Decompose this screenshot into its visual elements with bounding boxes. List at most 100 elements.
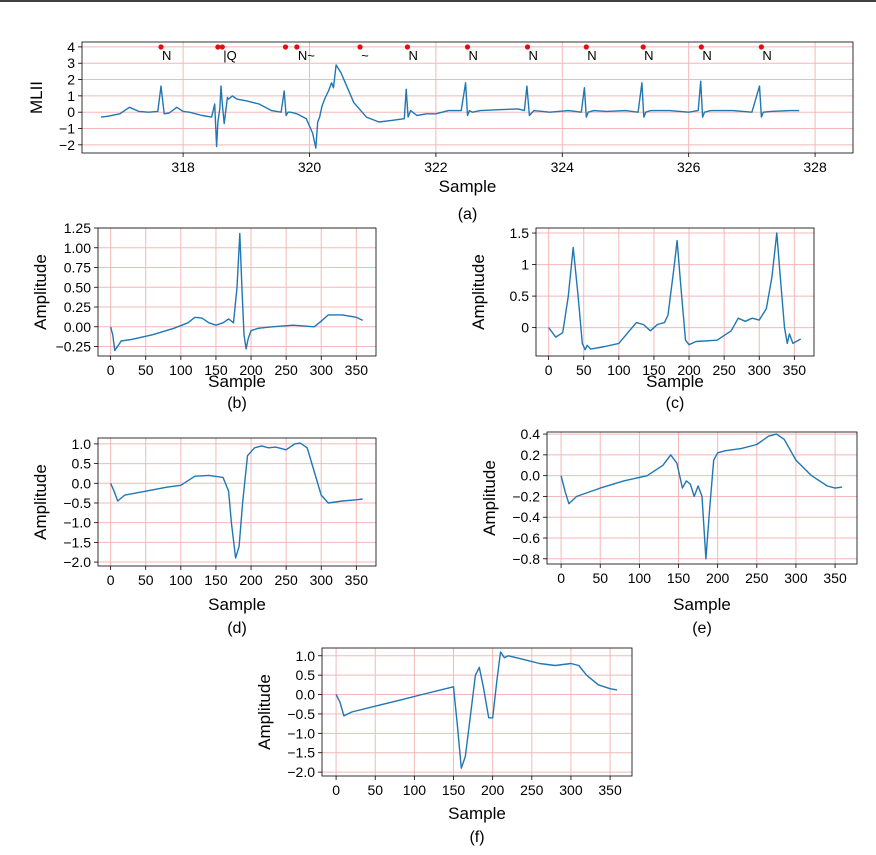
y-tick-label: 1 [67,88,75,104]
x-tick-label: 150 [204,362,228,378]
y-axis-label: MLII [27,81,46,114]
x-tick-label: 350 [345,362,369,378]
x-tick-label: 0 [332,782,340,798]
x-tick-label: 300 [559,782,583,798]
beat-label: N [702,48,711,63]
x-tick-label: 0 [545,362,553,378]
x-tick-label: 200 [239,572,263,588]
x-axis-label: Sample [646,372,704,391]
x-tick-label: 328 [803,159,827,175]
y-tick-label: 0.50 [64,279,91,295]
y-tick-label: −2 [59,137,75,153]
x-tick-label: 0 [107,572,115,588]
x-tick-label: 200 [677,362,701,378]
beat-marker [158,44,164,50]
x-tick-label: 100 [628,570,652,586]
beat-label: N~ [298,48,315,63]
y-tick-label: −0.5 [287,706,315,722]
x-tick-label: 200 [239,362,263,378]
panel-d: 0 50 100 150 200 250 300 350 −2.0 −1.5 −1.0 −0.5 0.0… [31,436,377,637]
y-tick-label: 0 [67,104,75,120]
x-tick-label: 326 [677,159,701,175]
panel-caption: (a) [458,206,478,223]
y-tick-label: −0.2 [512,488,540,504]
y-tick-label: 1.00 [64,240,91,256]
y-tick-label: 3 [67,55,75,71]
y-tick-label: −0.8 [512,551,540,567]
x-tick-label: 250 [274,572,298,588]
ecg-series-line [548,232,802,351]
x-tick-label: 250 [712,362,736,378]
beat-label: N [469,48,478,63]
panel-c: 0 50 100 150 200 250 300 350 0 0.5 1 1.5 Sample Ampli… [469,225,815,412]
x-tick-label: 50 [367,782,383,798]
beat-label: N [162,48,171,63]
y-tick-label: 1.0 [72,436,92,452]
y-tick-label: 0.0 [521,468,541,484]
beat-marker [583,44,589,50]
x-tick-label: 100 [403,782,427,798]
x-tick-label: 250 [520,782,544,798]
beat-label: N [529,48,538,63]
beat-label: N [408,48,417,63]
beat-label: ~ [361,48,369,63]
ecg-series-line [560,433,843,560]
ecg-series-line [100,64,800,149]
y-tick-label: 1.5 [510,225,530,241]
y-tick-label: −0.4 [512,509,540,525]
y-tick-label: 0.75 [64,260,91,276]
y-axis-label: Amplitude [255,674,274,750]
beat-marker [219,44,225,50]
x-tick-label: 150 [442,782,466,798]
x-tick-label: 250 [745,570,769,586]
x-tick-label: 50 [592,570,608,586]
beat-marker [404,44,411,50]
panel-caption: (d) [227,620,247,637]
beat-marker [282,44,289,50]
x-axis-label: Sample [439,177,497,196]
x-tick-label: 150 [667,570,691,586]
y-tick-label: −2.0 [287,764,315,780]
y-tick-label: −1.0 [287,725,315,741]
y-tick-label: 4 [67,39,75,55]
x-tick-label: 50 [576,362,592,378]
y-tick-label: −1.0 [63,515,91,531]
beat-marker [524,44,531,50]
beat-marker [640,44,646,50]
x-axis-label: Sample [448,804,506,823]
panel-caption: (e) [692,620,712,637]
y-axis-label: Amplitude [31,464,50,540]
x-axis-label: Sample [673,595,731,614]
beat-label: N [587,48,596,63]
y-tick-label: 0.0 [72,475,92,491]
y-tick-label: −0.25 [56,339,92,355]
y-tick-label: 0.00 [64,319,91,335]
beat-label: N [762,48,771,63]
beat-label: N [644,48,653,63]
beat-marker [294,44,300,50]
x-axis-label: Sample [208,372,266,391]
x-tick-label: 350 [783,362,807,378]
y-tick-label: −0.6 [512,530,540,546]
y-tick-label: 0.2 [521,447,541,463]
x-tick-label: 300 [748,362,772,378]
x-tick-label: 350 [345,572,369,588]
x-tick-label: 0 [107,362,115,378]
x-tick-label: 200 [481,782,505,798]
beat-label: |Q [223,48,237,63]
x-tick-label: 150 [642,362,666,378]
x-tick-label: 0 [557,570,565,586]
x-tick-label: 324 [551,159,575,175]
beat-marker [698,44,704,50]
x-tick-label: 320 [298,159,322,175]
y-tick-label: −1 [59,121,75,137]
plot-frame [535,227,815,357]
panel-caption: (f) [469,829,484,846]
y-tick-label: 1 [521,257,529,273]
y-tick-label: −1.5 [63,534,91,550]
x-tick-label: 100 [169,362,193,378]
x-tick-label: 150 [204,572,228,588]
x-tick-label: 318 [171,159,195,175]
plot-frame [97,227,377,357]
